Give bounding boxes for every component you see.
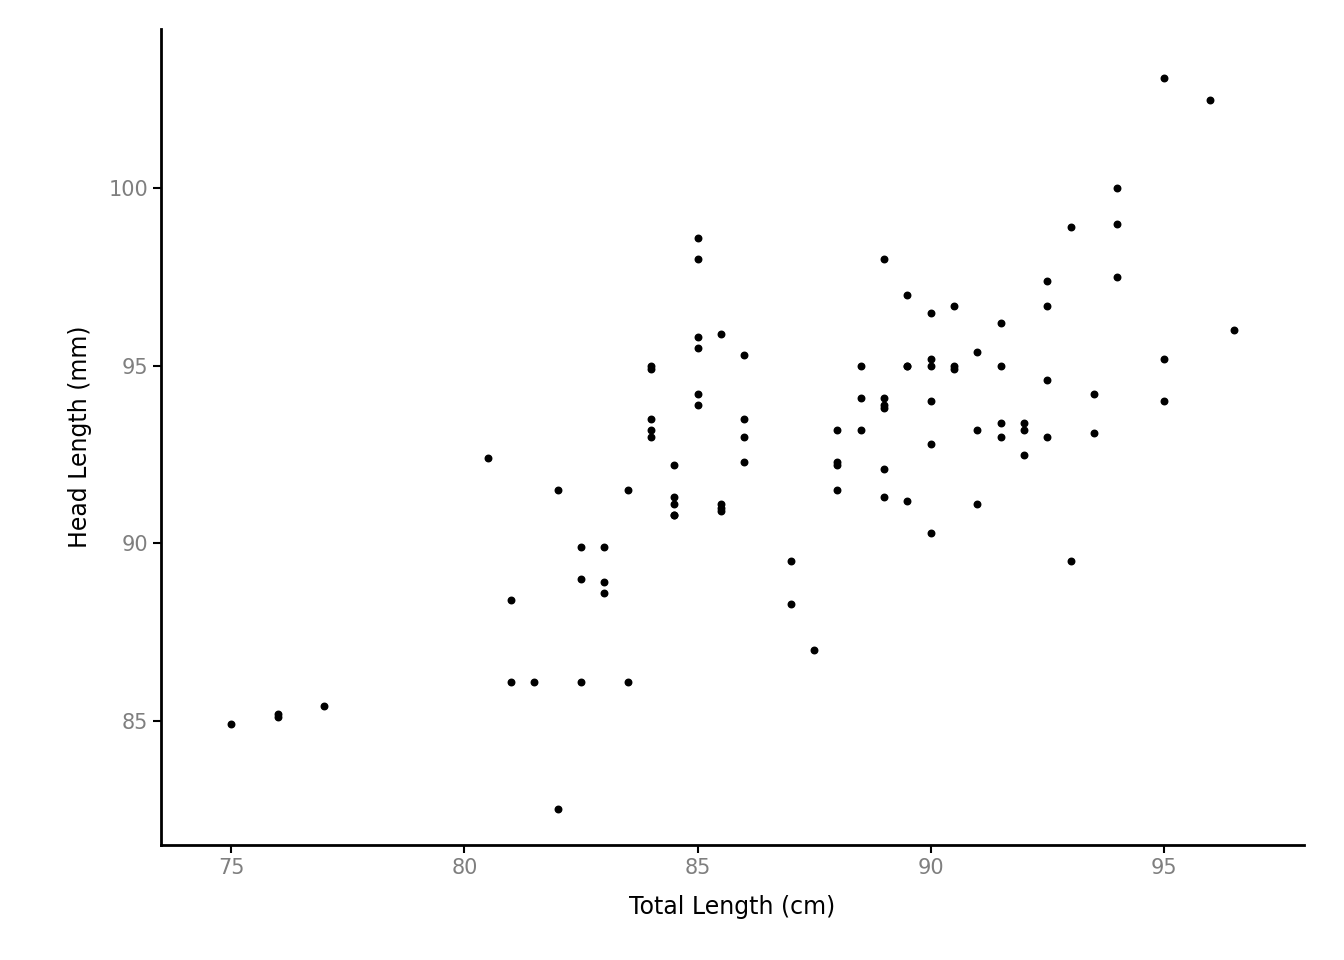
Point bbox=[687, 387, 708, 402]
Point bbox=[943, 362, 965, 377]
Point bbox=[989, 316, 1011, 331]
Point bbox=[1013, 422, 1035, 438]
Point bbox=[710, 500, 731, 516]
Point bbox=[896, 358, 918, 373]
Point bbox=[664, 458, 685, 473]
Point bbox=[1106, 180, 1128, 196]
Point bbox=[477, 450, 499, 466]
Point bbox=[734, 412, 755, 427]
Point bbox=[640, 358, 661, 373]
Point bbox=[1060, 553, 1082, 568]
Point bbox=[943, 358, 965, 373]
Point bbox=[267, 706, 289, 721]
Point bbox=[919, 394, 941, 409]
Point bbox=[827, 458, 848, 473]
Point bbox=[874, 400, 895, 416]
Point bbox=[594, 575, 616, 590]
Point bbox=[220, 716, 242, 732]
Point bbox=[919, 358, 941, 373]
Point bbox=[966, 344, 988, 359]
Point bbox=[966, 496, 988, 512]
Point bbox=[1106, 270, 1128, 285]
Point bbox=[1013, 446, 1035, 462]
Point bbox=[734, 348, 755, 363]
Point bbox=[919, 525, 941, 540]
Point bbox=[664, 507, 685, 522]
Point bbox=[640, 422, 661, 438]
Point bbox=[874, 390, 895, 405]
Point bbox=[267, 709, 289, 725]
Point bbox=[1200, 92, 1222, 108]
Point bbox=[780, 553, 801, 568]
Point bbox=[594, 540, 616, 555]
Point bbox=[1036, 429, 1058, 444]
Point bbox=[896, 358, 918, 373]
Point bbox=[640, 362, 661, 377]
Point bbox=[849, 358, 871, 373]
Point bbox=[313, 699, 335, 714]
Point bbox=[849, 390, 871, 405]
Point bbox=[919, 305, 941, 321]
Point bbox=[874, 252, 895, 267]
Point bbox=[1013, 415, 1035, 430]
Point bbox=[687, 252, 708, 267]
Point bbox=[710, 496, 731, 512]
Point bbox=[1083, 387, 1105, 402]
Point bbox=[547, 482, 569, 497]
Point bbox=[734, 454, 755, 469]
Point bbox=[989, 358, 1011, 373]
Point bbox=[710, 504, 731, 519]
Point bbox=[1223, 323, 1245, 338]
Point bbox=[1153, 394, 1175, 409]
Point bbox=[874, 461, 895, 476]
Point bbox=[664, 507, 685, 522]
Point bbox=[524, 674, 546, 689]
Point bbox=[804, 642, 825, 658]
Point bbox=[710, 326, 731, 342]
Point bbox=[919, 436, 941, 451]
Point bbox=[500, 592, 521, 608]
Point bbox=[570, 571, 591, 587]
Point bbox=[687, 230, 708, 246]
Point bbox=[1153, 71, 1175, 86]
Point bbox=[687, 330, 708, 346]
Point bbox=[734, 429, 755, 444]
Point bbox=[827, 454, 848, 469]
Point bbox=[570, 540, 591, 555]
Point bbox=[687, 341, 708, 356]
Point bbox=[640, 429, 661, 444]
Point bbox=[594, 586, 616, 601]
Point bbox=[1060, 220, 1082, 235]
Point bbox=[874, 397, 895, 413]
Point bbox=[849, 422, 871, 438]
X-axis label: Total Length (cm): Total Length (cm) bbox=[629, 895, 836, 919]
Point bbox=[966, 422, 988, 438]
Point bbox=[547, 802, 569, 817]
Point bbox=[827, 422, 848, 438]
Point bbox=[1153, 351, 1175, 367]
Point bbox=[1036, 273, 1058, 288]
Point bbox=[570, 674, 591, 689]
Point bbox=[780, 596, 801, 612]
Point bbox=[919, 351, 941, 367]
Point bbox=[874, 490, 895, 505]
Point bbox=[1036, 298, 1058, 313]
Point bbox=[989, 415, 1011, 430]
Point bbox=[1106, 216, 1128, 231]
Point bbox=[896, 493, 918, 509]
Point bbox=[896, 287, 918, 302]
Point bbox=[664, 496, 685, 512]
Point bbox=[989, 429, 1011, 444]
Point bbox=[640, 412, 661, 427]
Point bbox=[1036, 372, 1058, 388]
Point bbox=[687, 397, 708, 413]
Point bbox=[617, 482, 638, 497]
Point bbox=[943, 298, 965, 313]
Point bbox=[664, 490, 685, 505]
Point bbox=[827, 482, 848, 497]
Point bbox=[1083, 425, 1105, 441]
Y-axis label: Head Length (mm): Head Length (mm) bbox=[67, 325, 91, 548]
Point bbox=[500, 674, 521, 689]
Point bbox=[617, 674, 638, 689]
